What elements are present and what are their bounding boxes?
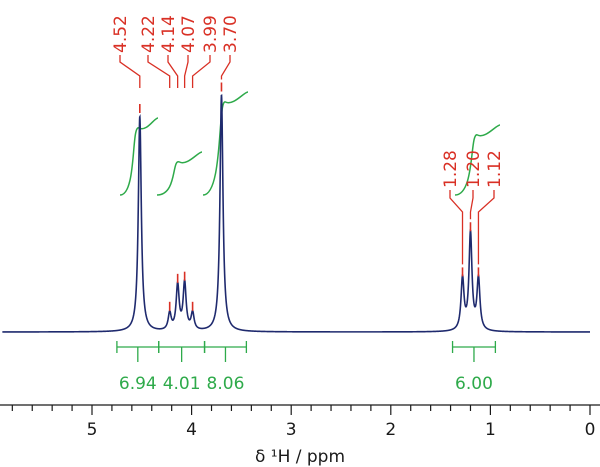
peak-connector: [477, 190, 495, 265]
x-tick-label: 4: [186, 420, 197, 440]
integral-value: 8.06: [207, 374, 245, 394]
integral-value: 6.00: [455, 374, 493, 394]
x-axis-title: δ ¹H / ppm: [255, 447, 345, 467]
peak-label: 4.14: [159, 15, 179, 53]
peak-label: 1.20: [464, 150, 484, 188]
x-axis: 5 4 3 2 1 0 δ ¹H / ppm: [0, 404, 600, 467]
peak-connector: [449, 190, 464, 265]
x-tick-label: 5: [87, 420, 98, 440]
integral-curve: [156, 151, 203, 196]
x-tick-label: 2: [385, 420, 396, 440]
spectrum-line: [2, 94, 590, 333]
peak-labels: 4.52 4.22 4.14 4.07 3.99 3.70 1.28 1.20 1.12: [111, 15, 505, 188]
x-tick-label: 3: [286, 420, 297, 440]
peak-label: 3.99: [201, 15, 221, 53]
integral-value: 4.01: [163, 374, 201, 394]
peak-label: 4.52: [111, 15, 131, 53]
peak-label: 3.70: [221, 15, 241, 53]
integral-curve: [454, 124, 501, 196]
peak-connector: [191, 55, 211, 88]
x-tick-label: 0: [585, 420, 596, 440]
integral-value: 6.94: [119, 374, 157, 394]
x-axis-ticks: 5 4 3 2 1 0: [11, 405, 596, 440]
peak-connector: [119, 55, 141, 88]
integral-brackets: 6.94 4.01 8.06 6.00: [116, 341, 497, 394]
peak-markers: [119, 55, 495, 311]
integral-curve: [202, 91, 249, 196]
peak-connector: [147, 55, 171, 88]
peak-label: 4.22: [139, 15, 159, 53]
peak-label: 1.28: [441, 150, 461, 188]
peak-label: 1.12: [485, 150, 505, 188]
peak-connector: [220, 55, 231, 80]
peak-connector: [183, 55, 189, 88]
peak-label: 4.07: [179, 15, 199, 53]
peak-connector: [469, 190, 474, 220]
x-tick-label: 1: [485, 420, 496, 440]
peak-connector: [167, 55, 179, 88]
